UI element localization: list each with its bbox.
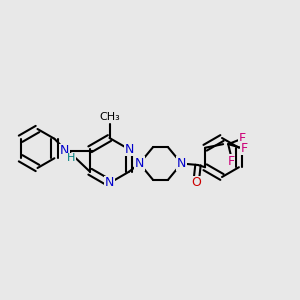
Text: O: O [192, 176, 201, 190]
Text: H: H [67, 153, 75, 164]
Text: CH₃: CH₃ [99, 112, 120, 122]
Text: F: F [241, 142, 248, 155]
Text: F: F [239, 132, 246, 145]
Text: N: N [60, 144, 69, 158]
Text: F: F [228, 155, 235, 168]
Text: N: N [177, 157, 186, 170]
Text: N: N [135, 157, 144, 170]
Text: N: N [124, 143, 134, 156]
Text: N: N [105, 176, 114, 190]
